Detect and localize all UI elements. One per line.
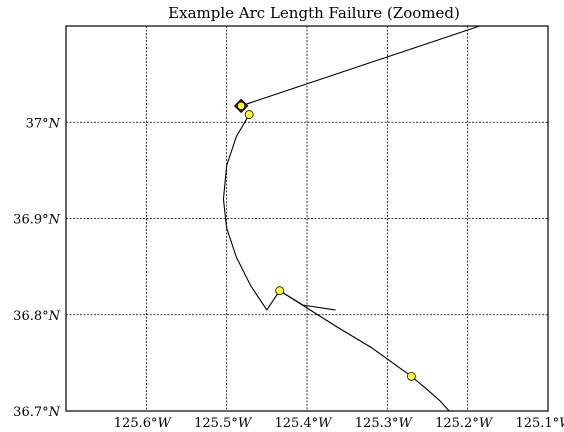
x-tick-label: 125.6°W <box>114 416 173 431</box>
data-point-4 <box>407 371 416 381</box>
chart-title: Example Arc Length Failure (Zoomed) <box>168 4 460 22</box>
plot-frame <box>65 25 549 412</box>
y-tick-label: 37°N <box>26 116 61 131</box>
x-tick-label: 125.1°W <box>515 416 564 431</box>
x-tick-labels: 125.6°W 125.5°W 125.4°W 125.3°W 125.2°W 125.1… <box>114 416 564 431</box>
data-points <box>233 98 416 381</box>
y-tick-label: 36.8°N <box>13 309 60 324</box>
x-tick-label: 125.3°W <box>355 416 414 431</box>
series-line-1 <box>240 25 481 107</box>
x-tick-label: 125.2°W <box>435 416 494 431</box>
y-tick-label: 36.7°N <box>13 405 60 420</box>
x-tick-label: 125.4°W <box>274 416 333 431</box>
data-point-2 <box>244 110 254 119</box>
y-tick-labels: 36.7°N 36.8°N 36.9°N 37°N <box>13 116 60 420</box>
data-point-3 <box>275 286 285 296</box>
y-tick-label: 36.9°N <box>13 213 60 228</box>
x-tick-label: 125.5°W <box>194 416 253 431</box>
series-line-3 <box>279 290 450 412</box>
series-lines <box>222 25 481 412</box>
series-line-2 <box>222 114 336 311</box>
start-point-dot <box>236 101 246 111</box>
